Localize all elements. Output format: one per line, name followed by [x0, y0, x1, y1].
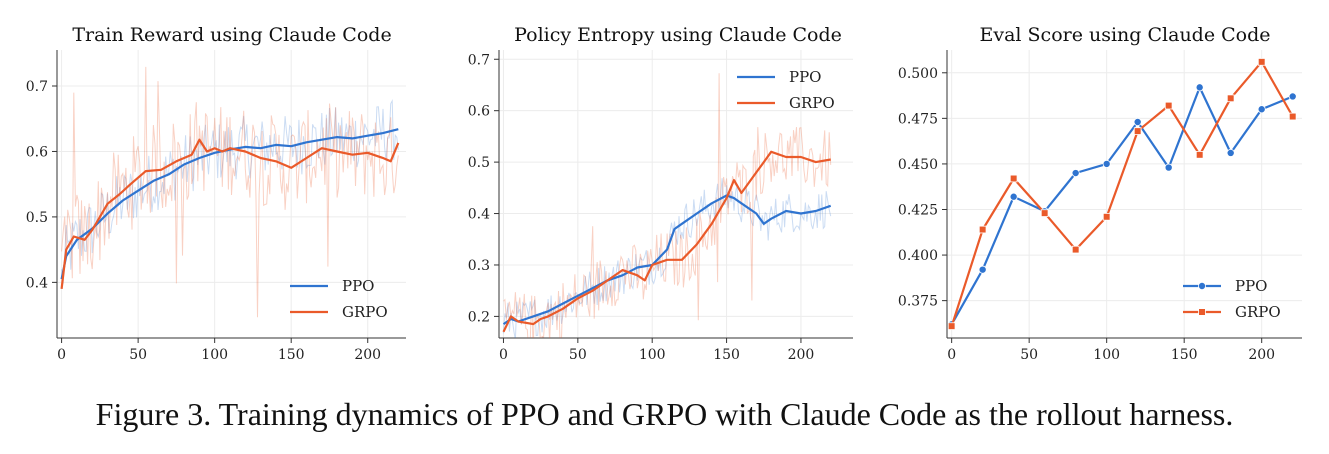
y-tick-label: 0.400 [898, 248, 938, 264]
series-line-ppo [502, 194, 832, 326]
x-tick-label: 100 [639, 347, 666, 363]
chart-title: Eval Score using Claude Code [979, 24, 1270, 46]
plot-area [502, 73, 832, 338]
data-point-grpo [978, 225, 987, 234]
data-point-ppo [1164, 163, 1173, 172]
data-point-ppo [1195, 83, 1204, 92]
legend-marker [1198, 308, 1206, 316]
x-tick-label: 150 [278, 347, 305, 363]
legend-label-ppo: PPO [1235, 277, 1267, 295]
legend: PPO GRPO [290, 277, 388, 321]
plot-area [60, 66, 400, 318]
raw-trace-grpo [503, 73, 832, 338]
data-point-ppo [1226, 148, 1235, 157]
chart-panel-3: 0 50 100 150 200 0.375 0.400 0.425 0.450 0.475 0.5… [898, 24, 1302, 363]
x-tick-label: 100 [201, 347, 228, 363]
x-tick-label: 0 [499, 347, 508, 363]
y-tick-label: 0.6 [26, 144, 48, 160]
chart-title: Train Reward using Claude Code [72, 24, 391, 46]
y-tick-label: 0.375 [898, 294, 938, 310]
data-point-grpo [1133, 127, 1142, 135]
y-tick-label: 0.5 [468, 155, 490, 171]
legend: PPO GRPO [1183, 277, 1281, 321]
figure-caption: Figure 3. Training dynamics of PPO and G… [95, 396, 1234, 432]
y-tick-label: 0.450 [898, 157, 938, 173]
data-point-ppo [1071, 169, 1080, 178]
x-tick-label: 200 [788, 347, 815, 363]
legend-label-grpo: GRPO [789, 94, 835, 112]
x-tick-label: 50 [1020, 347, 1038, 363]
data-point-ppo [1288, 92, 1297, 101]
raw-trace-grpo [61, 66, 399, 318]
x-tick-label: 0 [947, 347, 956, 363]
y-tick-label: 0.5 [26, 210, 48, 226]
y-tick-label: 0.4 [26, 275, 48, 291]
series-line-grpo [950, 60, 1294, 327]
data-point-grpo [1071, 245, 1080, 254]
chart-title: Policy Entropy using Claude Code [514, 24, 842, 46]
y-tick-label: 0.500 [898, 66, 938, 82]
data-point-grpo [1257, 58, 1266, 66]
legend-label-ppo: PPO [342, 277, 374, 295]
x-tick-label: 150 [713, 347, 740, 363]
data-point-grpo [1102, 212, 1111, 221]
data-point-grpo [1040, 209, 1049, 217]
y-tick-label: 0.475 [898, 111, 938, 127]
series-line-grpo [60, 138, 400, 290]
legend-label-grpo: GRPO [1235, 303, 1281, 321]
x-tick-label: 50 [129, 347, 147, 363]
data-point-grpo [1164, 101, 1173, 110]
data-point-grpo [1195, 151, 1204, 159]
y-tick-label: 0.7 [468, 52, 490, 68]
chart-panel-2: 0 50 100 150 200 0.2 0.3 0.4 0.5 0.6 0.7 Policy Ent… [468, 24, 853, 363]
data-point-ppo [1133, 118, 1142, 127]
data-point-grpo [1009, 174, 1018, 183]
data-point-grpo [947, 322, 956, 330]
x-tick-label: 100 [1093, 347, 1120, 363]
x-tick-label: 200 [354, 347, 381, 363]
y-tick-label: 0.2 [468, 309, 490, 325]
series-line-ppo [950, 86, 1294, 325]
y-tick-label: 0.3 [468, 258, 490, 274]
x-tick-label: 50 [569, 347, 587, 363]
x-tick-label: 0 [57, 347, 66, 363]
x-tick-label: 200 [1248, 347, 1275, 363]
legend-label-grpo: GRPO [342, 303, 388, 321]
data-point-grpo [1288, 112, 1297, 121]
data-point-grpo [1226, 94, 1235, 103]
chart-panel-1: 0 50 100 150 200 0.4 0.5 0.6 0.7 Train Reward usi… [26, 24, 406, 363]
legend: PPO GRPO [737, 68, 835, 112]
data-point-ppo [1009, 192, 1018, 201]
y-tick-label: 0.425 [898, 202, 938, 218]
y-tick-label: 0.4 [468, 207, 490, 223]
y-tick-label: 0.6 [468, 104, 490, 120]
series-line-grpo [502, 150, 831, 333]
legend-marker [1198, 281, 1207, 290]
legend-label-ppo: PPO [789, 68, 821, 86]
y-tick-label: 0.7 [26, 79, 48, 95]
data-point-ppo [978, 265, 987, 274]
data-point-ppo [1257, 105, 1266, 114]
x-tick-label: 150 [1171, 347, 1198, 363]
data-point-ppo [1102, 159, 1111, 168]
plot-area [947, 58, 1297, 330]
